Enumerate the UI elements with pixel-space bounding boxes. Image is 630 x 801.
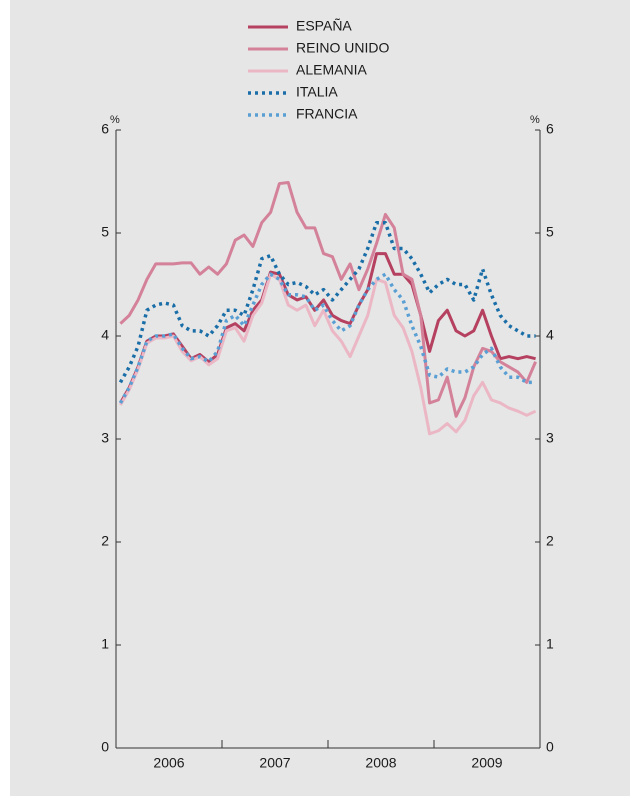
x-tick-label: 2008 bbox=[365, 755, 396, 771]
y-tick-label: 1 bbox=[101, 636, 109, 652]
y2-tick-label: 6 bbox=[546, 121, 554, 137]
left-unit: % bbox=[110, 114, 120, 126]
series-line bbox=[119, 272, 537, 436]
x-tick-label: 2006 bbox=[153, 755, 184, 771]
y-tick-label: 2 bbox=[101, 533, 109, 549]
y2-tick-label: 1 bbox=[546, 636, 554, 652]
legend-label: ESPAÑA bbox=[296, 18, 352, 34]
series-line bbox=[119, 181, 537, 418]
series-line bbox=[118, 220, 536, 384]
right-unit: % bbox=[530, 114, 540, 126]
y2-tick-label: 3 bbox=[546, 430, 554, 446]
y-tick-label: 6 bbox=[101, 121, 109, 137]
y-tick-label: 4 bbox=[101, 327, 109, 343]
y-tick-label: 3 bbox=[101, 430, 109, 446]
series-line bbox=[119, 252, 536, 404]
legend-label: FRANCIA bbox=[296, 106, 358, 122]
series-line bbox=[118, 272, 536, 404]
x-tick-label: 2007 bbox=[259, 755, 290, 771]
y2-tick-label: 2 bbox=[546, 533, 554, 549]
y2-tick-label: 5 bbox=[546, 224, 554, 240]
y2-tick-label: 4 bbox=[546, 327, 554, 343]
y-tick-label: 0 bbox=[101, 739, 109, 755]
y-tick-label: 5 bbox=[101, 224, 109, 240]
x-tick-label: 2009 bbox=[471, 755, 502, 771]
legend-label: ITALIA bbox=[296, 84, 338, 100]
legend-label: ALEMANIA bbox=[296, 62, 367, 78]
background bbox=[10, 0, 630, 796]
legend-label: REINO UNIDO bbox=[296, 40, 389, 56]
y2-tick-label: 0 bbox=[546, 739, 554, 755]
